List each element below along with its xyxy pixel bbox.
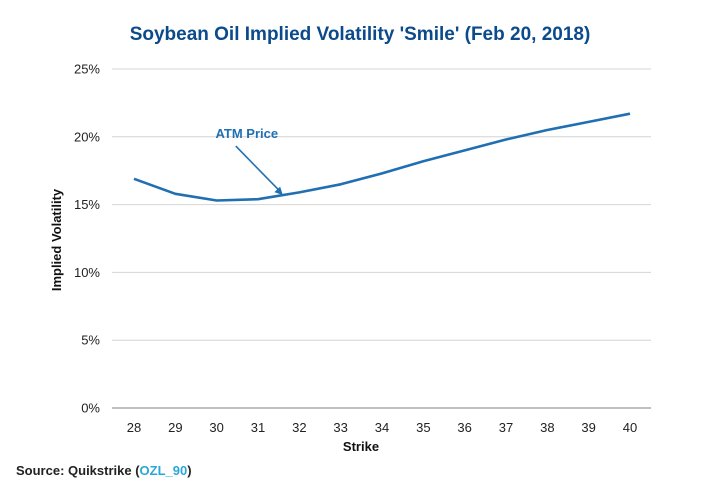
annotation-atm-price: ATM Price [215,126,283,196]
x-tick-labels: 28 29 30 31 32 33 34 35 36 37 38 39 40 [127,420,637,435]
annotation-arrow [235,145,281,192]
y-tick-label: 25% [74,62,100,77]
x-tick-label: 32 [292,420,306,435]
annotation-label: ATM Price [215,126,278,141]
source-note: Source: Quikstrike (OZL_90) [16,463,192,478]
y-tick-label: 15% [74,197,100,212]
x-tick-label: 39 [581,420,595,435]
x-tick-label: 29 [168,420,182,435]
x-tick-label: 38 [540,420,554,435]
y-tick-label: 10% [74,265,100,280]
y-tick-label: 5% [81,333,100,348]
source-link[interactable]: OZL_90 [139,463,188,478]
source-prefix: Source: Quikstrike ( [16,463,140,478]
annotation-arrowhead [274,186,283,196]
gridlines [112,68,651,409]
series-line [133,112,631,202]
x-tick-label: 30 [209,420,223,435]
x-tick-label: 37 [499,420,513,435]
x-tick-label: 28 [127,420,141,435]
x-tick-label: 35 [416,420,430,435]
x-tick-label: 31 [251,420,265,435]
y-tick-label: 0% [81,401,100,416]
y-tick-label: 20% [74,129,100,144]
y-axis-title: Implied Volatility [49,188,64,291]
x-tick-label: 40 [623,420,637,435]
x-axis-title: Strike [343,439,379,454]
y-tick-labels: 0% 5% 10% 15% 20% 25% [74,62,100,416]
x-tick-label: 33 [333,420,347,435]
chart-title: Soybean Oil Implied Volatility 'Smile' (… [129,24,591,45]
x-tick-label: 36 [457,420,471,435]
x-tick-label: 34 [375,420,389,435]
source-suffix: ) [187,463,192,478]
